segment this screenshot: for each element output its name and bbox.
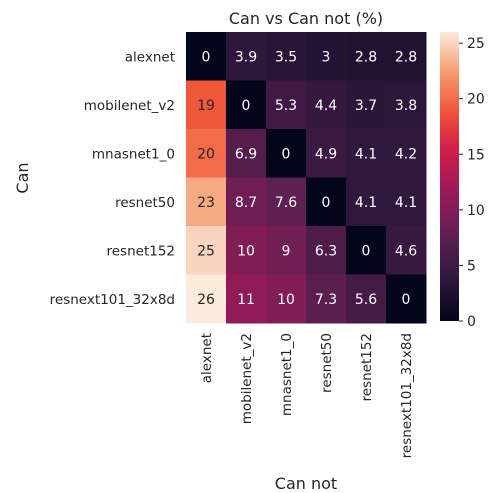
heatmap-cell	[306, 274, 347, 324]
heatmap-cell	[306, 129, 347, 178]
cell-value-label: 6.9	[235, 146, 257, 162]
cell-value-label: 10	[277, 292, 295, 308]
heatmap-cell	[186, 129, 227, 178]
heatmap-cell	[266, 226, 307, 275]
cell-value-label: 4.2	[395, 146, 417, 162]
row-tick-labels: alexnet mobilenet_v2 mnasnet1_0 resnet50 res…	[50, 49, 175, 308]
cell-value-label: 4.1	[355, 195, 377, 211]
heatmap-cell	[226, 129, 267, 178]
heatmap-cell	[386, 177, 427, 227]
heatmap-cell	[386, 80, 427, 130]
column-tick-label: resnet50	[319, 333, 335, 393]
cell-value-label: 4.4	[315, 98, 337, 114]
heatmap-cell	[266, 129, 307, 178]
heatmap-cell	[266, 32, 307, 81]
heatmap-cell	[226, 226, 267, 275]
cell-value-label: 7.6	[275, 195, 297, 211]
heatmap-cell	[346, 226, 387, 275]
heatmap-cell	[386, 32, 427, 81]
heatmap-cell	[346, 80, 387, 130]
cell-value-label: 0	[202, 49, 211, 65]
colorbar-tick-label: 15	[467, 147, 485, 163]
cell-value-label: 26	[197, 292, 215, 308]
heatmap-cell	[186, 32, 227, 81]
cell-value-label: 3	[322, 49, 331, 65]
row-tick-label: resnext101_32x8d	[50, 292, 175, 308]
cell-value-label: 4.6	[395, 243, 417, 259]
column-tick-label: resnet152	[359, 333, 375, 402]
heatmap-cell	[186, 177, 227, 227]
heatmap-cell	[306, 32, 347, 81]
heatmap-cell	[306, 80, 347, 130]
heatmap-cells: 0 3.9 3.5 3 2.8 2.8 19 0 5.3 4.4 3.7 3.8 20 6.9 0 4.9 4.…	[186, 32, 427, 324]
cell-value-label: 4.9	[315, 146, 337, 162]
heatmap-cell	[386, 226, 427, 275]
colorbar: 0 5 10 15 20 25	[440, 32, 485, 330]
heatmap-cell	[346, 274, 387, 324]
cell-value-label: 4.1	[355, 146, 377, 162]
column-tick-label: mnasnet1_0	[279, 333, 295, 416]
cell-value-label: 3.5	[275, 49, 297, 65]
heatmap-cell	[186, 274, 227, 324]
colorbar-tick-label: 0	[467, 314, 476, 330]
heatmap-cell	[266, 177, 307, 227]
colorbar-tick-label: 25	[467, 36, 485, 52]
heatmap-cell	[226, 80, 267, 130]
cell-value-label: 0	[282, 146, 291, 162]
row-tick-label: mnasnet1_0	[92, 146, 175, 162]
cell-value-label: 9	[282, 243, 291, 259]
cell-value-label: 10	[237, 243, 255, 259]
x-axis-label: Can not	[275, 474, 337, 493]
colorbar-tick-label: 10	[467, 203, 485, 219]
colorbar-tick-label: 20	[467, 92, 485, 108]
heatmap-cell	[226, 274, 267, 324]
heatmap-cell	[266, 80, 307, 130]
cell-value-label: 0	[402, 292, 411, 308]
cell-value-label: 5.3	[275, 98, 297, 114]
cell-value-label: 19	[197, 98, 215, 114]
cell-value-label: 5.6	[355, 292, 377, 308]
y-axis-label: Can	[13, 162, 32, 193]
column-tick-label: alexnet	[199, 333, 215, 383]
cell-value-label: 20	[197, 146, 215, 162]
row-tick-label: mobilenet_v2	[84, 98, 175, 114]
colorbar-gradient	[440, 32, 459, 321]
column-tick-label: resnext101_32x8d	[399, 333, 415, 458]
heatmap-cell	[346, 129, 387, 178]
heatmap-cell	[186, 226, 227, 275]
row-tick-label: resnet152	[106, 243, 175, 259]
heatmap-cell	[346, 32, 387, 81]
heatmap-cell	[306, 177, 347, 227]
heatmap-cell	[306, 226, 347, 275]
cell-value-label: 23	[197, 195, 215, 211]
chart-title: Can vs Can not (%)	[229, 9, 383, 28]
cell-value-label: 3.9	[235, 49, 257, 65]
cell-value-label: 8.7	[235, 195, 257, 211]
heatmap-cell	[266, 274, 307, 324]
heatmap-cell	[386, 274, 427, 324]
cell-value-label: 2.8	[395, 49, 417, 65]
column-tick-labels: alexnet mobilenet_v2 mnasnet1_0 resnet50 res…	[199, 333, 415, 458]
colorbar-tick-label: 5	[467, 258, 476, 274]
cell-value-label: 6.3	[315, 243, 337, 259]
cell-value-label: 3.8	[395, 98, 417, 114]
heatmap-cell	[386, 129, 427, 178]
heatmap-cell	[226, 32, 267, 81]
cell-value-label: 4.1	[395, 195, 417, 211]
cell-value-label: 7.3	[315, 292, 337, 308]
cell-value-label: 0	[242, 98, 251, 114]
cell-value-label: 3.7	[355, 98, 377, 114]
cell-value-label: 0	[362, 243, 371, 259]
cell-value-label: 25	[197, 243, 215, 259]
cell-value-label: 0	[322, 195, 331, 211]
row-tick-label: resnet50	[115, 195, 175, 211]
heatmap-cell	[186, 80, 227, 130]
row-tick-label: alexnet	[125, 49, 175, 65]
cell-value-label: 2.8	[355, 49, 377, 65]
column-tick-label: mobilenet_v2	[239, 333, 255, 424]
cell-value-label: 11	[237, 292, 255, 308]
heatmap-cell	[346, 177, 387, 227]
heatmap-cell	[226, 177, 267, 227]
